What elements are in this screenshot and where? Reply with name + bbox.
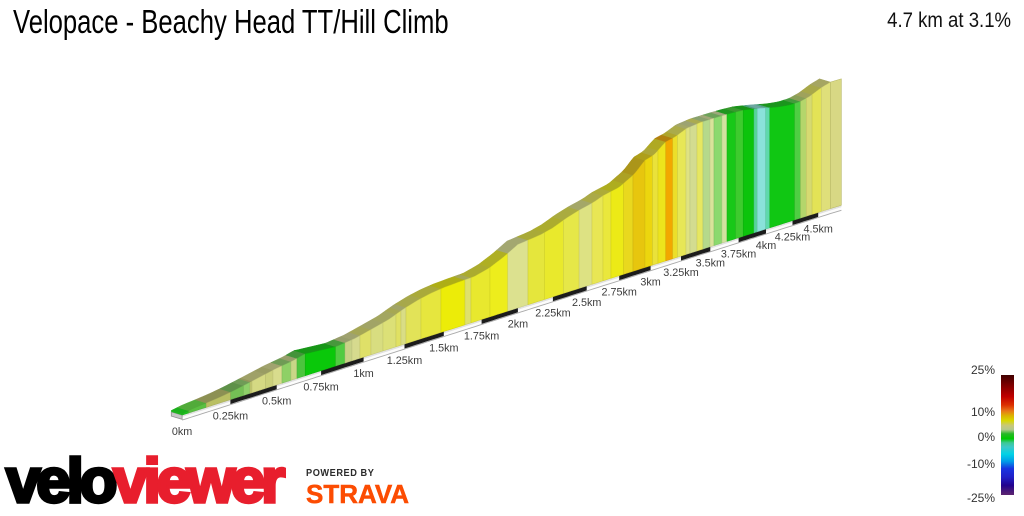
svg-text:0.5km: 0.5km xyxy=(262,396,291,408)
svg-text:0.75km: 0.75km xyxy=(303,382,338,394)
svg-text:3km: 3km xyxy=(640,277,660,289)
svg-text:2.5km: 2.5km xyxy=(572,297,601,309)
svg-text:1km: 1km xyxy=(353,368,373,380)
svg-text:0.25km: 0.25km xyxy=(213,411,248,423)
svg-text:3.5km: 3.5km xyxy=(696,258,725,270)
svg-text:4km: 4km xyxy=(756,240,776,252)
svg-text:3.25km: 3.25km xyxy=(663,267,698,279)
svg-text:2.25km: 2.25km xyxy=(535,308,570,320)
svg-text:1.5km: 1.5km xyxy=(429,342,458,354)
svg-text:4.25km: 4.25km xyxy=(775,231,810,243)
svg-text:2.75km: 2.75km xyxy=(601,287,636,299)
svg-text:1.75km: 1.75km xyxy=(464,330,499,342)
svg-text:2km: 2km xyxy=(508,319,528,331)
svg-text:1.25km: 1.25km xyxy=(387,355,422,367)
svg-text:3.75km: 3.75km xyxy=(721,249,756,261)
svg-text:0km: 0km xyxy=(172,426,192,438)
svg-text:4.5km: 4.5km xyxy=(803,223,832,235)
